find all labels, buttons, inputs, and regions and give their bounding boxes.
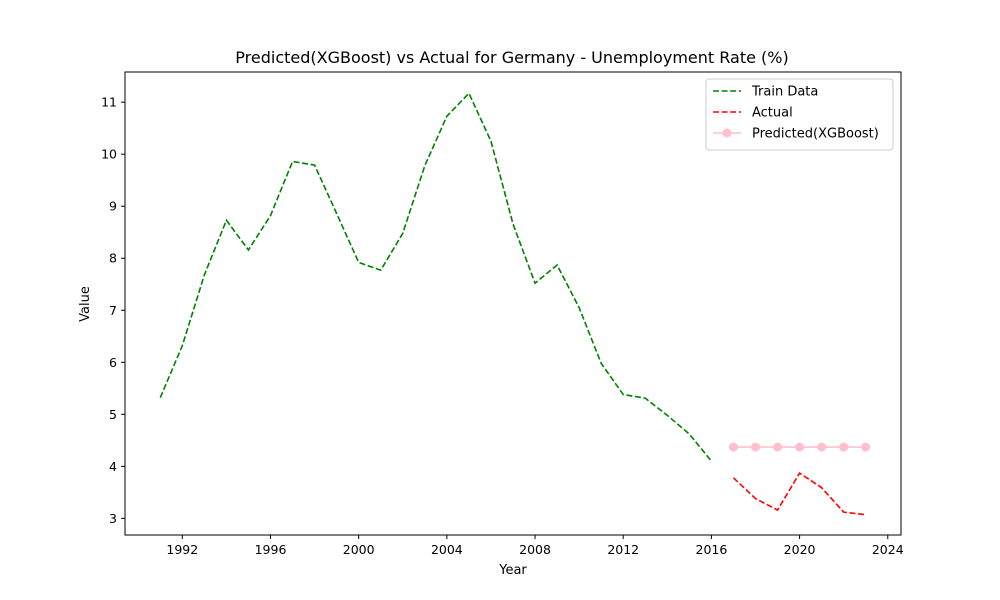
axes: 1992 1996 2000 2004 2008 2012 2016 2020 2024 3 4 5 6…	[101, 71, 904, 557]
x-tick-label-0: 1992	[166, 542, 198, 557]
x-axis-title: Year	[498, 563, 527, 578]
series-point-2-4	[817, 442, 827, 452]
x-tick-label-2: 2000	[343, 542, 375, 557]
legend-box	[705, 78, 894, 151]
y-tick-label-3: 6	[109, 355, 117, 370]
y-tick-label-8: 11	[101, 95, 117, 110]
y-tick-label-1: 4	[109, 459, 117, 474]
series-point-2-6	[861, 442, 871, 452]
axes-frame	[124, 71, 902, 536]
y-tick-label-6: 9	[109, 199, 117, 214]
x-tick-label-5: 2012	[607, 542, 639, 557]
legend-label-1: Actual	[752, 106, 793, 121]
series-point-2-3	[795, 442, 805, 452]
series-line-1	[732, 471, 866, 516]
y-tick-label-5: 8	[109, 251, 117, 266]
y-tick-label-2: 5	[109, 407, 117, 422]
legend: Train Data Actual Predicted(XGBoost)	[705, 78, 894, 151]
legend-marker-2	[722, 128, 732, 138]
y-tick-label-0: 3	[109, 511, 117, 526]
series-point-2-5	[839, 442, 849, 452]
series-0	[159, 91, 713, 462]
plot-area	[159, 91, 871, 516]
x-tick-label-8: 2024	[872, 542, 904, 557]
series-line-0	[159, 91, 713, 462]
x-tick-label-1: 1996	[255, 542, 287, 557]
x-tick-label-4: 2008	[519, 542, 551, 557]
series-point-2-0	[728, 442, 738, 452]
y-tick-label-4: 7	[109, 303, 117, 318]
series-2	[728, 442, 871, 452]
series-point-2-1	[751, 442, 760, 452]
y-tick-label-7: 10	[101, 147, 117, 162]
x-tick-label-6: 2016	[696, 542, 728, 557]
x-tick-label-3: 2004	[431, 542, 463, 557]
series-1	[732, 471, 866, 516]
series-point-2-2	[773, 442, 783, 452]
legend-label-0: Train Data	[751, 85, 818, 100]
legend-label-2: Predicted(XGBoost)	[752, 127, 879, 142]
x-tick-label-7: 2020	[784, 542, 816, 557]
y-axis-title: Value	[78, 286, 93, 322]
chart-title: Predicted(XGBoost) vs Actual for Germany…	[235, 48, 788, 67]
